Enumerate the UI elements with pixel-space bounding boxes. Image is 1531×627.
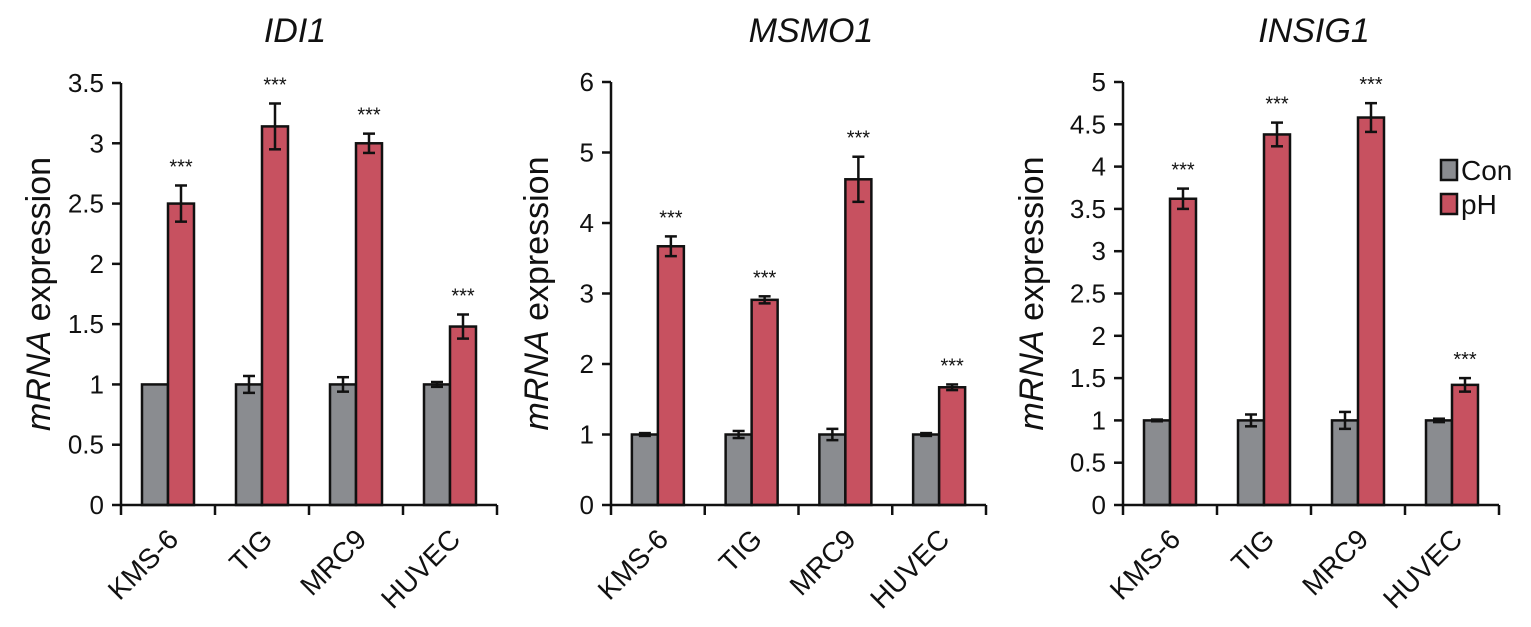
y-tick-label: 5 <box>1092 67 1106 97</box>
bar-con-kms-6 <box>1142 419 1172 507</box>
bar-con-kms-6 <box>630 433 660 507</box>
chart-title: IDI1 <box>264 12 326 50</box>
significance-marker: *** <box>847 128 871 150</box>
y-axis-label: mRNA expression <box>518 157 556 431</box>
x-category-label: HUVEC <box>864 523 955 614</box>
x-category-label: KMS-6 <box>102 523 184 605</box>
bar-ph-huvec <box>448 325 478 507</box>
significance-marker: *** <box>1171 160 1195 182</box>
y-tick-label: 0 <box>580 490 594 520</box>
bar-ph-kms-6 <box>1168 197 1198 507</box>
x-category-label: HUVEC <box>1377 523 1468 614</box>
bar-con-mrc9 <box>818 433 847 507</box>
significance-marker: *** <box>357 105 381 127</box>
bar-ph-kms-6 <box>656 245 686 507</box>
bar-ph-kms-6 <box>166 202 196 507</box>
y-tick-label: 3.5 <box>1070 194 1106 224</box>
y-tick-label: 4 <box>1092 152 1106 182</box>
legend-label-ph: pH <box>1461 189 1497 220</box>
significance-marker: *** <box>940 355 964 377</box>
y-tick-label: 2.5 <box>68 189 104 219</box>
significance-marker: *** <box>1359 74 1383 96</box>
bar-ph-mrc9 <box>1356 116 1386 507</box>
bar-con-tig <box>1236 419 1266 507</box>
y-tick-label: 6 <box>580 67 594 97</box>
y-tick-label: 2 <box>580 349 594 379</box>
chart-panel-msmo1: MSMO1 mRNA expression 0 1 2 3 4 5 6 *** KMS-6 *** TI… <box>518 12 988 615</box>
y-tick-label: 2.5 <box>1070 279 1106 309</box>
significance-marker: *** <box>659 207 683 229</box>
y-tick-label: 0 <box>1092 490 1106 520</box>
x-category-label: HUVEC <box>375 523 466 614</box>
y-tick-label: 4 <box>580 208 594 238</box>
chart-title: INSIG1 <box>1258 12 1369 50</box>
y-tick-label: 0.5 <box>68 430 104 460</box>
x-category-label: TIG <box>1225 523 1280 578</box>
significance-marker: *** <box>753 267 777 289</box>
y-axis-label-rest: expression <box>518 157 556 331</box>
bar-ph-huvec <box>937 386 967 507</box>
x-category-label: KMS-6 <box>592 523 674 605</box>
bar-con-mrc9 <box>1330 419 1360 507</box>
bar-con-kms-6 <box>140 383 170 507</box>
y-axis-label-italic: mRNA <box>1013 330 1051 430</box>
x-category-label: MRC9 <box>1296 523 1374 601</box>
bar-ph-mrc9 <box>844 178 873 507</box>
bar-con-tig <box>724 433 753 507</box>
y-tick-label: 0 <box>90 490 104 520</box>
y-axis-label: mRNA expression <box>20 157 58 431</box>
y-tick-label: 3 <box>580 279 594 309</box>
chart-panel-insig1: INSIG1 mRNA expression 0 0.5 1 1.5 2 2.5 3 3.5 4 4.… <box>1013 12 1512 615</box>
bar-ph-tig <box>1262 133 1292 507</box>
bar-ph-tig <box>750 298 779 507</box>
y-tick-label: 2 <box>90 249 104 279</box>
y-axis-label-italic: mRNA <box>20 331 58 431</box>
x-category-label: MRC9 <box>784 523 862 601</box>
bar-con-tig <box>234 383 264 507</box>
bar-ph-mrc9 <box>354 142 384 507</box>
bar-con-mrc9 <box>328 383 358 507</box>
significance-marker: *** <box>263 74 287 96</box>
chart-panel-idi1: IDI1 mRNA expression 0 0.5 1 1.5 2 2.5 3 3.5 *** KM… <box>20 12 499 615</box>
y-tick-label: 3.5 <box>68 68 104 98</box>
x-category-label: TIG <box>713 523 768 578</box>
bar-con-huvec <box>1424 419 1454 507</box>
significance-marker: *** <box>451 285 475 307</box>
x-category-label: TIG <box>223 523 278 578</box>
legend-swatch-ph <box>1439 192 1459 216</box>
significance-marker: *** <box>169 156 193 178</box>
y-tick-label: 1.5 <box>1070 363 1106 393</box>
y-tick-label: 4.5 <box>1070 109 1106 139</box>
y-tick-label: 1.5 <box>68 309 104 339</box>
y-tick-label: 3 <box>1092 236 1106 266</box>
y-axis-label: mRNA expression <box>1013 157 1051 431</box>
y-axis-label-rest: expression <box>1013 157 1051 331</box>
bar-con-huvec <box>911 433 941 507</box>
significance-marker: *** <box>1265 94 1289 116</box>
chart-title: MSMO1 <box>749 12 874 50</box>
y-axis-label-italic: mRNA <box>518 330 556 430</box>
legend-swatch-con <box>1439 158 1459 182</box>
x-category-label: KMS-6 <box>1104 523 1186 605</box>
y-tick-label: 2 <box>1092 321 1106 351</box>
y-tick-label: 1 <box>1092 405 1106 435</box>
y-tick-label: 3 <box>90 128 104 158</box>
y-tick-label: 1 <box>580 420 594 450</box>
y-axis-label-rest: expression <box>20 157 58 331</box>
y-tick-label: 1 <box>90 369 104 399</box>
bar-ph-tig <box>260 125 290 507</box>
legend-label-con: Con <box>1461 155 1512 186</box>
x-category-label: MRC9 <box>294 523 372 601</box>
significance-marker: *** <box>1453 349 1477 371</box>
y-tick-label: 5 <box>580 138 594 168</box>
bar-ph-huvec <box>1450 383 1480 507</box>
y-tick-label: 0.5 <box>1070 448 1106 478</box>
bar-con-huvec <box>422 383 452 507</box>
